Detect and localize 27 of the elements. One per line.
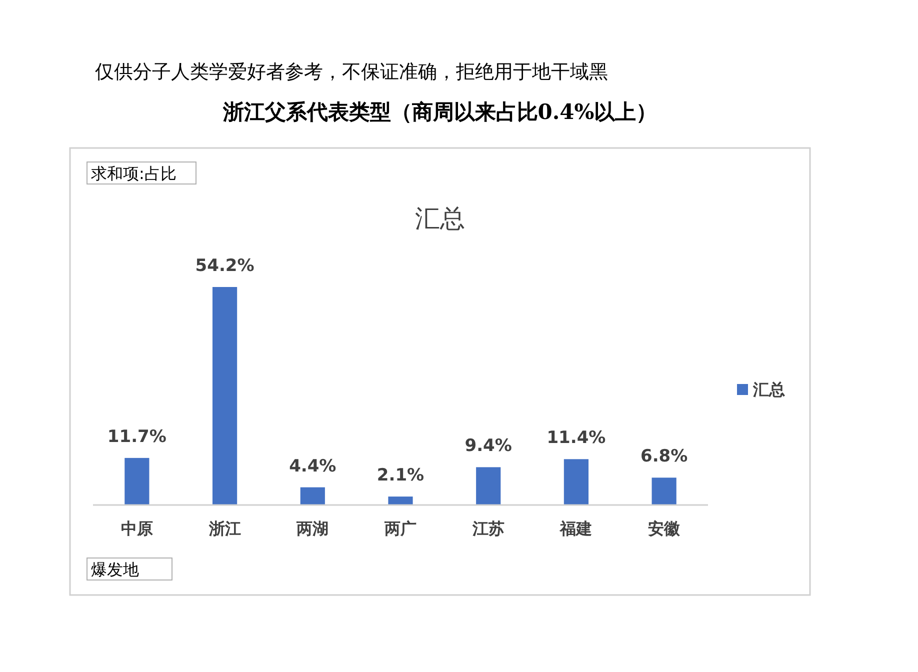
chart-subtitle: 汇总: [415, 204, 465, 233]
x-tick-label: 安徽: [648, 519, 682, 538]
data-label: 6.8%: [640, 446, 688, 467]
text: 爆发地: [91, 560, 139, 579]
data-label: 11.7%: [107, 426, 166, 447]
data-label: 11.4%: [546, 428, 606, 448]
data-label: 4.4%: [289, 456, 336, 476]
x-tick-label: 两湖: [296, 519, 329, 538]
bar: [564, 459, 589, 505]
bar: [652, 478, 676, 505]
bar: [388, 496, 413, 505]
bar: [124, 458, 150, 505]
data-label: 54.2%: [195, 256, 254, 276]
x-tick-label: 两广: [384, 519, 416, 538]
bar: [300, 487, 325, 505]
data-label: 2.1%: [376, 466, 424, 486]
bar: [212, 287, 238, 505]
text: 仅供分子人类学爱好者参考，不保证准确，拒绝用于地干域黑: [95, 61, 608, 83]
bar: [476, 467, 501, 505]
data-label: 9.4%: [464, 436, 512, 456]
x-tick-label: 江苏: [471, 519, 504, 538]
x-tick-label: 福建: [559, 519, 592, 538]
x-tick-label: 浙江: [208, 519, 241, 538]
legend-label: 汇总: [752, 380, 785, 399]
chart-title: 浙江父系代表类型（商周以来占比0.4%以上）: [222, 99, 658, 124]
x-tick-label: 中原: [120, 519, 153, 538]
text: 求和项:占比: [91, 164, 176, 183]
